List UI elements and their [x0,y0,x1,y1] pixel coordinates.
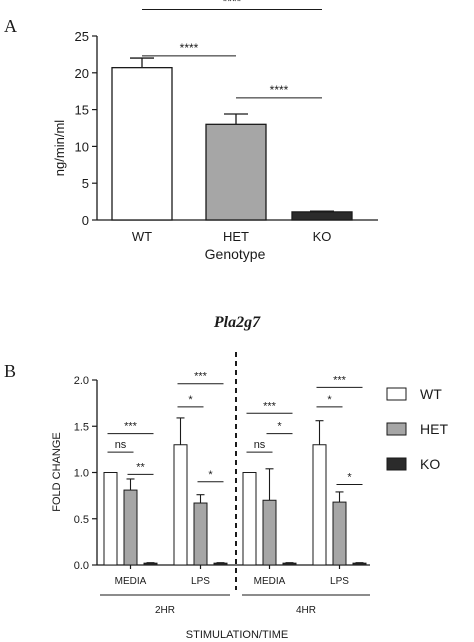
panel-b-y-tick-label: 1.5 [74,421,89,433]
legend-label-wt: WT [420,386,442,402]
legend: WT HET KO [386,386,448,472]
panel-a-x-tick-label: KO [313,229,332,244]
panel-b-group-label: MEDIA [115,576,147,587]
panel-b-chart: 0.00.51.01.52.0ns*****MEDIA*****LPSns***… [74,352,370,616]
panel-a-x-tick-label: HET [223,229,249,244]
panel-a-x-axis-label: Genotype [205,246,266,262]
panel-b-significance-label: *** [333,374,347,386]
panel-b-significance-label: * [277,421,282,433]
panel-a-bar-wt [111,66,173,221]
panel-b-bar-het [123,489,138,566]
panel-b-title: Pla2g7 [213,314,261,331]
panel-a-label: A [4,16,17,36]
legend-swatch-wt [386,387,407,401]
panel-b-bar-ko [282,562,297,566]
panel-b-time-label: 4HR [296,605,316,616]
panel-b-significance-label: ns [115,439,127,451]
panel-b-significance-label: ** [136,461,145,473]
panel-a-y-tick-label: 15 [75,103,89,118]
legend-label-het: HET [420,421,448,437]
panel-b-bar-wt [103,472,118,566]
panel-b-y-tick-label: 1.0 [74,468,89,480]
panel-b-significance-label: ns [254,439,266,451]
panel-b-x-axis-label: STIMULATION/TIME [186,629,288,641]
panel-b-bar-wt [173,444,188,566]
panel-a-x-tick-label: WT [132,229,152,244]
panel-b-bar-wt [312,444,327,566]
legend-swatch-ko [386,457,407,471]
panel-a-chart: 0 5 10 15 20 25 WT HET KO **** **** **** [75,0,378,244]
panel-b-group-label: MEDIA [254,576,286,587]
panel-b-significance-label: *** [194,371,208,383]
panel-a-bar-ko [291,211,353,221]
panel-b-significance-label: * [347,472,352,484]
panel-b-significance-label: * [327,394,332,406]
panel-a-y-tick-label: 25 [75,29,89,44]
panel-b-bar-ko [143,562,158,566]
panel-a-y-tick-label: 20 [75,66,89,81]
panel-b-bar-wt [242,472,257,566]
panel-b-bar-het [193,502,208,566]
panel-b-group-label: LPS [330,576,349,587]
panel-b-bar-het [332,501,347,566]
panel-a-bar-het [205,123,267,221]
panel-b-y-tick-label: 2.0 [74,375,89,387]
panel-b-significance-label: *** [124,421,138,433]
panel-b-bar-ko [352,562,367,566]
panel-b-label: B [4,361,16,381]
panel-b-y-axis-label: FOLD CHANGE [51,432,63,511]
panel-b-bar-ko [213,562,228,566]
panel-a-y-axis-label: ng/min/ml [52,120,67,176]
legend-swatch-het [386,422,407,436]
panel-b-time-label: 2HR [155,605,175,616]
legend-label-ko: KO [420,456,440,472]
panel-b-significance-label: *** [263,400,277,412]
panel-a-y-tick-label: 5 [82,176,89,191]
panel-a-y-tick-label: 10 [75,139,89,154]
panel-a-significance-label: **** [223,0,242,9]
panel-a-significance-label: **** [180,41,199,55]
panel-b-significance-label: * [188,394,193,406]
panel-b-y-tick-label: 0.5 [74,514,89,526]
panel-b-bar-het [262,499,277,566]
panel-a-y-tick-label: 0 [82,213,89,228]
panel-a-significance-label: **** [270,83,289,97]
panel-b-y-tick-label: 0.0 [74,560,89,572]
panel-b-group-label: LPS [191,576,210,587]
panel-b-significance-label: * [208,469,213,481]
